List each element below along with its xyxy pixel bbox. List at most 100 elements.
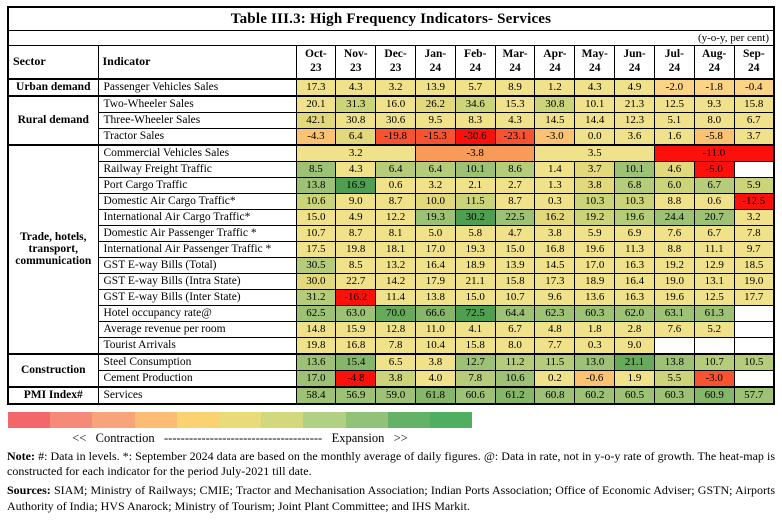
heatmap-cell: 16.3 — [614, 256, 655, 274]
heatmap-cell: 7.6 — [653, 224, 695, 242]
heatmap-cell: 10.0 — [414, 192, 456, 210]
heatmap-cell: 17.3 — [534, 272, 576, 290]
heatmap-cell: 15.0 — [494, 240, 536, 258]
heatmap-cell: 30.0 — [295, 272, 337, 290]
heatmap-cell: 6.4 — [414, 160, 456, 178]
sector-label: PMI Index# — [7, 385, 99, 405]
sources-paragraph: Sources: SIAM; Ministry of Railways; CMI… — [7, 483, 775, 515]
heatmap-cell: 6.7 — [733, 111, 775, 129]
heatmap-cell: 4.3 — [335, 160, 377, 178]
heatmap-cell: 8.8 — [653, 192, 695, 210]
heatmap-cell: 12.2 — [375, 208, 416, 226]
heatmap-cell: 11.4 — [375, 288, 416, 306]
heatmap-cell: 3.2 — [375, 77, 416, 97]
heatmap-cell: 21.1 — [614, 352, 655, 371]
heatmap-cell: 10.7 — [295, 224, 337, 242]
indicator-row: Hotel occupancy rate@ 62.5 63.0 70.0 66.6 72.… — [8, 304, 775, 322]
heatmap-cell: 16.4 — [614, 272, 655, 290]
heatmap-cell: 3.8 — [574, 176, 616, 194]
heatmap-cell: 13.8 — [295, 176, 337, 194]
heatmap-cell: 9.0 — [614, 336, 655, 355]
heatmap-cell: 9.3 — [693, 94, 735, 113]
heatmap-cell: 19.0 — [653, 272, 695, 290]
indicator-row: Tourist Arrivals 19.8 16.8 7.8 10.4 15.8 8.0 7.… — [8, 336, 775, 355]
heatmap-cell: 7.8 — [375, 336, 416, 355]
heatmap-cell: 13.8 — [653, 352, 695, 371]
heatmap-cell: 0.3 — [534, 192, 576, 210]
heatmap-cell — [653, 336, 695, 355]
heatmap-cell: 15.0 — [295, 208, 337, 226]
heatmap-cell: 20.7 — [693, 208, 735, 226]
heatmap-cell: 8.7 — [335, 224, 377, 242]
indicator-row: Cement Production 17.0 -4.8 3.8 4.0 7.8 10.6 0.… — [8, 369, 775, 388]
heatmap-cell: -3.0 — [693, 369, 735, 388]
col-header-month: Mar- 24 — [494, 44, 536, 80]
heatmap-cell: 12.7 — [454, 352, 496, 371]
heatmap-cell: 19.8 — [295, 336, 337, 355]
col-header-month: Aug- 24 — [693, 44, 735, 80]
heatmap-cell: -30.6 — [454, 127, 496, 146]
heatmap-cell: -12.5 — [733, 192, 775, 210]
heatmap-cell: 10.1 — [614, 160, 655, 178]
heatmap-cell: 11.2 — [494, 352, 536, 371]
heatmap-cell: 58.4 — [295, 385, 337, 405]
heatmap-cell: 13.2 — [375, 256, 416, 274]
indicator-row: GST E-way Bills (Inter State) 31.2 -16.2 11… — [8, 288, 775, 306]
heatmap-cell: 20.1 — [295, 94, 337, 113]
heatmap-cell: 1.8 — [574, 320, 616, 338]
col-header-month: Apr- 24 — [534, 44, 576, 80]
heatmap-cell: 17.0 — [295, 369, 337, 388]
heatmap-cell: 4.8 — [534, 320, 576, 338]
heatmap-cell: 10.6 — [494, 369, 536, 388]
heatmap-cell: 3.5 — [534, 143, 655, 162]
indicator-row: Railway Freight Traffic 8.5 4.3 6.4 6.4 10.1 8… — [8, 160, 775, 178]
legend-gradient-segment — [261, 411, 304, 428]
heatmap-cell: 3.2 — [295, 143, 416, 162]
indicator-row: International Air Cargo Traffic* 15.0 4.9 1… — [8, 208, 775, 226]
indicator-row: Average revenue per room 14.8 15.9 12.8 11.0… — [8, 320, 775, 338]
col-header-month: Oct- 23 — [295, 44, 337, 80]
heatmap-cell: 8.7 — [375, 192, 416, 210]
heatmap-cell: 13.0 — [574, 352, 616, 371]
heatmap-cell: -5.8 — [693, 127, 735, 146]
heatmap-cell: 6.4 — [375, 160, 416, 178]
heatmap-cell — [733, 369, 775, 388]
heatmap-cell: 61.8 — [414, 385, 456, 405]
indicator-label: International Air Passenger Traffic * — [97, 240, 297, 258]
heatmap-cell: 17.3 — [295, 77, 337, 97]
indicator-label: GST E-way Bills (Total) — [97, 256, 297, 274]
indicator-label: Passenger Vehicles Sales — [97, 77, 297, 97]
heatmap-cell: -1.8 — [693, 77, 735, 97]
heatmap-cell: -3.8 — [414, 143, 536, 162]
note-paragraph: Note: #: Data in levels. *: September 20… — [7, 449, 775, 481]
indicator-row: PMI Index# Services 58.4 56.9 59.0 61.8 60.6 61… — [7, 385, 775, 405]
heatmap-cell: 4.7 — [494, 224, 536, 242]
heatmap-cell: -15.3 — [414, 127, 456, 146]
heatmap-cell: 16.0 — [375, 94, 416, 113]
heatmap-cell: 18.9 — [454, 256, 496, 274]
heatmap-cell: -4.8 — [335, 369, 377, 388]
heatmap-cell: 19.2 — [653, 256, 695, 274]
heatmap-cell: 9.5 — [414, 111, 456, 129]
heatmap-cell: 59.0 — [375, 385, 416, 405]
heatmap-cell: 9.6 — [534, 288, 576, 306]
heatmap-cell: 62.0 — [614, 304, 655, 322]
sector-label: Construction — [7, 352, 99, 388]
legend-gradient-segment — [387, 411, 430, 428]
heatmap-cell: 10.3 — [614, 192, 655, 210]
heatmap-cell: 16.8 — [335, 336, 377, 355]
heatmap-cell: 19.6 — [614, 208, 655, 226]
heatmap-cell: 0.3 — [574, 336, 616, 355]
sector-label: Urban demand — [7, 77, 99, 97]
legend-gradient-segment — [218, 411, 262, 428]
indicator-row: Tractor Sales -4.3 6.4 -19.8 -15.3 -30.6 -23.1… — [8, 127, 775, 146]
heatmap-cell: 60.8 — [534, 385, 576, 405]
heatmap-cell: -16.2 — [335, 288, 377, 306]
unit-row: (y-o-y, per cent) — [7, 30, 775, 46]
indicator-label: Average revenue per room — [97, 320, 297, 338]
heatmap-cell: 10.4 — [414, 336, 456, 355]
heatmap-cell: -2.0 — [653, 77, 695, 97]
heatmap-cell: 12.5 — [693, 288, 735, 306]
legend-gradient-segment — [303, 411, 346, 428]
